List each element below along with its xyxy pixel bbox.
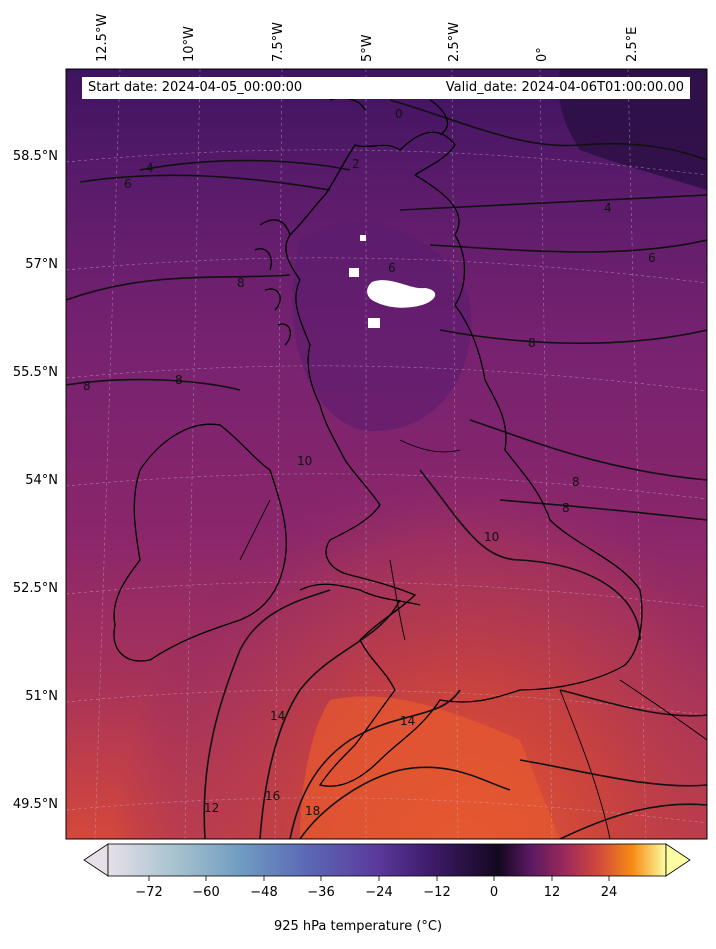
colorbar-tick: 24: [601, 885, 618, 900]
contour-label: 8: [562, 501, 570, 515]
lat-label: 52.5°N: [13, 581, 58, 596]
coastlines: [113, 97, 643, 787]
contour-label: 14: [270, 709, 285, 723]
longitude-labels: 12.5°W 10°W 7.5°W 5°W 2.5°W 0° 2.5°E: [95, 14, 640, 62]
temperature-field: [66, 69, 707, 839]
temperature-contours: [66, 99, 707, 839]
map-frame: [65, 68, 708, 840]
colorbar-tick: −36: [307, 885, 334, 900]
graticule: [66, 69, 707, 839]
contour-label: 6: [388, 261, 396, 275]
contour-label: 8: [528, 336, 536, 350]
lon-label: 2.5°E: [625, 27, 640, 62]
colorbar-tick: 0: [490, 885, 498, 900]
lat-label: 57°N: [25, 257, 58, 272]
lat-label: 55.5°N: [13, 365, 58, 380]
colorbar-tick: −48: [250, 885, 277, 900]
colorbar: −72 −60 −48 −36 −24 −12 0 12 24: [83, 843, 691, 900]
lon-label: 5°W: [360, 34, 375, 62]
lon-label: 2.5°W: [447, 22, 462, 62]
contour-label: 2: [352, 157, 360, 171]
colorbar-bar: [107, 843, 667, 877]
contour-label: 0: [395, 107, 403, 121]
lat-label: 49.5°N: [13, 797, 58, 812]
run-info-box: Start date: 2024-04-05_00:00:00 Valid_da…: [82, 77, 690, 99]
colorbar-tick: −12: [423, 885, 450, 900]
contour-labels: 0 2 4 4 6 6 6 8 8 8 8 8 8 10 10 12 14 14…: [83, 107, 656, 818]
colorbar-tick: −72: [135, 885, 162, 900]
lat-label: 51°N: [25, 689, 58, 704]
contour-label: 8: [237, 276, 245, 290]
colorbar-tick: −24: [365, 885, 392, 900]
colorbar-tick: −60: [192, 885, 219, 900]
lon-label: 12.5°W: [95, 14, 110, 62]
latitude-labels: 58.5°N 57°N 55.5°N 54°N 52.5°N 51°N 49.5…: [13, 149, 58, 812]
contour-label: 4: [146, 161, 154, 175]
lat-label: 58.5°N: [13, 149, 58, 164]
lon-label: 7.5°W: [271, 22, 286, 62]
start-date-label: Start date: 2024-04-05_00:00:00: [88, 80, 303, 95]
colorbar-tick: 12: [544, 885, 561, 900]
contour-label: 8: [175, 373, 183, 387]
colorbar-max-extend: [665, 843, 691, 877]
contour-label: 6: [648, 251, 656, 265]
contour-label: 8: [83, 379, 91, 393]
contour-label: 16: [265, 789, 280, 803]
lon-label: 0°: [535, 47, 550, 62]
lon-label: 10°W: [182, 26, 197, 62]
contour-label: 10: [297, 454, 312, 468]
colorbar-min-extend: [83, 843, 109, 877]
country-borders: [239, 439, 707, 839]
lat-label: 54°N: [25, 473, 58, 488]
contour-label: 6: [124, 177, 132, 191]
contour-label: 4: [604, 201, 612, 215]
contour-label: 10: [484, 530, 499, 544]
contour-label: 14: [400, 714, 415, 728]
contour-label: 18: [305, 804, 320, 818]
colorbar-title: 925 hPa temperature (°C): [273, 919, 443, 934]
contour-label: 12: [204, 801, 219, 815]
contour-label: 8: [572, 475, 580, 489]
valid-date-label: Valid_date: 2024-04-06T01:00:00.00: [445, 80, 684, 95]
